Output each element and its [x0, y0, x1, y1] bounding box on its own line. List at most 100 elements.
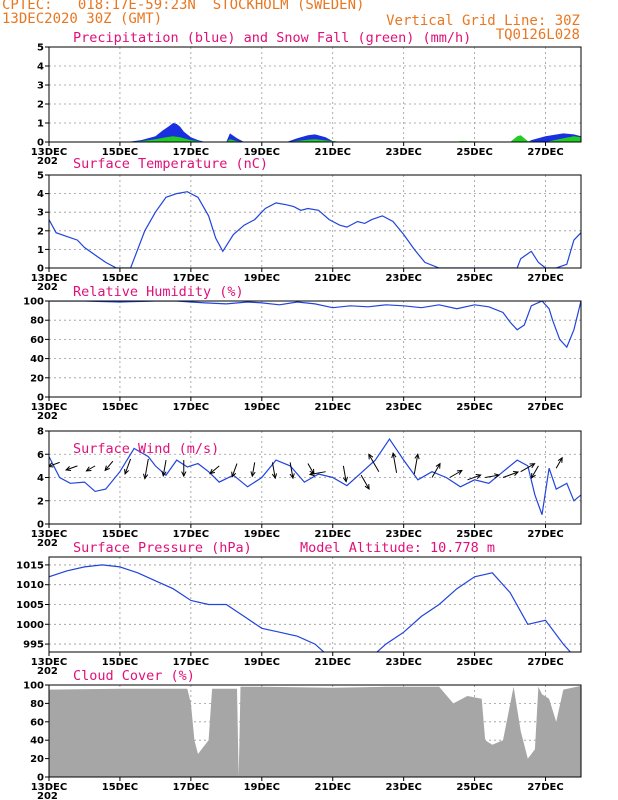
wind-arrow-head: [435, 462, 441, 469]
x-tick-label: 27DEC: [527, 529, 563, 540]
wind-arrow-head: [342, 476, 348, 483]
wind-arrow-head: [512, 471, 520, 476]
wind-arrow-head: [250, 471, 256, 478]
y-tick-label: 20: [30, 754, 44, 765]
wind-arrow-head: [271, 473, 278, 480]
plot-frame: [48, 174, 582, 269]
wind-arrow-head: [364, 484, 370, 491]
y-tick-label: 20: [30, 373, 44, 384]
x-tick-label: 23DEC: [385, 402, 421, 413]
wind-arrow-head: [181, 471, 187, 478]
y-tick-label: 0: [37, 520, 44, 531]
panel-title: Precipitation (blue) and Snow Fall (gree…: [73, 30, 471, 46]
wind-arrow-head: [475, 474, 482, 479]
x-tick-label: 21DEC: [315, 147, 351, 158]
vertical-grid-note: Vertical Grid Line: 30Z: [386, 13, 580, 29]
wind-arrow: [413, 454, 419, 475]
x-tick-label: 27DEC: [527, 147, 563, 158]
series-line: [49, 191, 581, 268]
x-tick-label: 13DEC: [31, 529, 67, 540]
x-tick-label: 23DEC: [385, 782, 421, 793]
wind-arrow: [231, 463, 238, 477]
y-tick-label: 5: [37, 43, 44, 54]
y-tick-label: 2: [37, 100, 44, 111]
year-stub: 202: [37, 791, 58, 800]
y-tick-label: 1: [37, 119, 44, 130]
y-tick-label: 40: [30, 354, 44, 365]
wind-arrow: [271, 462, 276, 479]
wind-arrow-head: [124, 468, 130, 476]
wind-arrow-head: [49, 462, 54, 468]
y-tick-label: 1: [37, 245, 44, 256]
x-tick-label: 25DEC: [456, 273, 492, 284]
x-tick-label: 23DEC: [385, 657, 421, 668]
wind-arrow: [467, 474, 481, 481]
series-line: [49, 301, 581, 349]
y-tick-label: 5: [37, 171, 44, 182]
y-tick-label: 4: [37, 62, 44, 73]
y-tick-label: 995: [23, 640, 44, 651]
wind-arrow-head: [557, 456, 563, 463]
wind-arrow: [162, 459, 167, 476]
x-tick-label: 21DEC: [315, 657, 351, 668]
x-tick-label: 25DEC: [456, 529, 492, 540]
year-stub: 202: [37, 411, 58, 422]
wind-arrow-head: [529, 463, 536, 469]
y-tick-label: 4: [37, 189, 44, 200]
panel-4: 0 2 4 6 8 13DEC 15DEC 17DEC 19DEC 21DEC 23DEC 25DEC…: [31, 427, 582, 549]
y-tick-label: 0: [37, 264, 44, 275]
y-tick-label: 3: [37, 208, 44, 219]
x-tick-label: 13DEC: [31, 657, 67, 668]
y-tick-label: 2: [37, 226, 44, 237]
x-tick-label: 13DEC: [31, 273, 67, 284]
x-tick-label: 15DEC: [102, 657, 138, 668]
x-tick-label: 13DEC: [31, 147, 67, 158]
wind-arrow-head: [530, 472, 536, 479]
wind-arrow: [520, 463, 535, 473]
wind-arrow-head: [231, 471, 237, 478]
x-tick-label: 25DEC: [456, 782, 492, 793]
y-tick-label: 0: [37, 138, 44, 149]
wind-arrow-head: [494, 473, 501, 479]
wind-arrow-head: [308, 471, 315, 477]
wind-arrow-head: [456, 469, 463, 475]
wind-arrow: [289, 462, 294, 479]
wind-arrow-head: [209, 468, 216, 475]
wind-arrow: [49, 461, 60, 467]
y-tick-label: 4: [37, 473, 44, 484]
wind-arrow: [86, 465, 96, 472]
x-tick-label: 19DEC: [244, 273, 280, 284]
wind-arrow: [309, 471, 326, 475]
run-datetime: 13DEC2020 30Z (GMT): [2, 11, 163, 27]
x-tick-label: 19DEC: [244, 782, 280, 793]
x-tick-label: 27DEC: [527, 273, 563, 284]
x-tick-label: 19DEC: [244, 657, 280, 668]
wind-arrow-head: [289, 473, 295, 480]
panel-annotation: Model Altitude: 10.778 m: [300, 540, 495, 556]
x-tick-label: 27DEC: [527, 657, 563, 668]
y-tick-label: 1010: [16, 580, 44, 591]
wind-arrow-head: [142, 473, 149, 480]
year-stub: 202: [37, 156, 58, 167]
x-tick-label: 15DEC: [102, 147, 138, 158]
x-tick-label: 15DEC: [102, 529, 138, 540]
year-stub: 202: [37, 282, 58, 293]
panel-3: 0 20 40 60 80 100 13DEC 15DEC 17DEC 19DEC 21DEC 23D…: [23, 284, 582, 422]
x-tick-label: 17DEC: [173, 273, 209, 284]
series-group: [49, 564, 572, 652]
y-tick-label: 1000: [16, 620, 44, 631]
y-tick-label: 3: [37, 81, 44, 92]
x-tick-label: 19DEC: [244, 402, 280, 413]
panel-1: 0 1 2 3 4 5 13DEC 15DEC 17DEC 19DEC 21DEC 23DEC 25DE…: [31, 30, 582, 167]
panel-6: 0 20 40 60 80 100 13DEC 15DEC 17DEC 19DEC 21DEC 23D…: [23, 668, 582, 800]
plot-frame: [48, 684, 582, 778]
y-tick-label: 0: [37, 773, 44, 784]
series-line: [49, 564, 572, 652]
x-tick-label: 19DEC: [244, 147, 280, 158]
y-tick-label: 8: [37, 427, 44, 438]
x-tick-label: 23DEC: [385, 147, 421, 158]
station-title: CPTEC: 018:17E-59:23N STOCKHOLM (SWEDEN): [2, 0, 365, 13]
panel-title: Surface Pressure (hPa): [73, 540, 252, 556]
wind-arrow: [392, 453, 398, 473]
series-area-snow-fall: [49, 135, 581, 142]
